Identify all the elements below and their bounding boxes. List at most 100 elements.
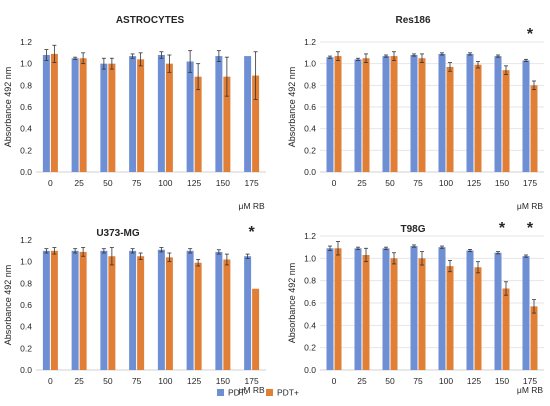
bar-pdt-50 [382, 248, 390, 370]
y-tick-label: 0.6 [20, 300, 32, 310]
bar-pdt-0 [50, 53, 58, 172]
x-tick-label: 50 [385, 376, 395, 386]
significance-star-175: * [527, 26, 534, 43]
y-tick-label: 1.0 [304, 59, 316, 69]
bar-pdt-50 [382, 56, 390, 173]
bar-pdt-125 [466, 53, 474, 172]
y-tick-label: 0.8 [304, 80, 316, 90]
bar-pdt-75 [137, 59, 145, 173]
legend: PDT- PDT+ [217, 388, 299, 398]
x-tick-label: 125 [187, 376, 201, 386]
y-tick-label: 0.6 [20, 102, 32, 112]
x-tick-label: 50 [103, 178, 113, 188]
y-tick-label: 0.2 [304, 343, 316, 353]
bar-pdt-100 [446, 266, 454, 370]
x-tick-label: 125 [187, 178, 201, 188]
bar-pdt-100 [157, 249, 165, 370]
bar-pdt-0 [326, 57, 334, 172]
y-axis-label: Absorbance 492 nm [3, 265, 13, 346]
y-tick-label: 0.2 [20, 343, 32, 353]
bar-pdt-125 [186, 250, 194, 370]
x-tick-label: 25 [74, 376, 84, 386]
bar-pdt-175 [530, 306, 538, 370]
y-tick-label: 0.8 [20, 278, 32, 288]
bar-pdt-50 [108, 256, 116, 370]
bar-pdt-25 [362, 254, 370, 370]
bar-pdt-125 [194, 262, 202, 370]
bar-pdt-0 [326, 248, 334, 370]
bar-pdt-175 [530, 85, 538, 172]
x-tick-label: 25 [74, 178, 84, 188]
panel-u373-mg: 0.0 0.2 0.4 0.6 0.8 1.0 1.2 0 25 50 75 100 125 150 175… [3, 224, 266, 395]
x-tick-label: 150 [216, 376, 230, 386]
y-tick-label: 0.0 [20, 365, 32, 375]
y-tick-label: 1.2 [304, 231, 316, 241]
bar-pdt-125 [186, 61, 194, 172]
bar-pdt-150 [494, 252, 502, 370]
bar-pdt-75 [129, 250, 137, 370]
y-tick-label: 0.0 [304, 167, 316, 177]
x-tick-label: 100 [439, 376, 453, 386]
bar-pdt-175 [252, 75, 260, 172]
bar-pdt-25 [71, 58, 79, 172]
y-tick-label: 0.6 [304, 102, 316, 112]
bar-pdt-25 [79, 58, 87, 172]
bar-pdt-75 [410, 55, 418, 172]
chart-title: U373-MG [96, 228, 140, 239]
bar-pdt-50 [390, 258, 398, 370]
bar-pdt-100 [157, 55, 165, 172]
x-tick-label: 100 [158, 376, 172, 386]
bar-pdt-150 [502, 70, 510, 172]
y-tick-label: 1.0 [20, 257, 32, 267]
bar-pdt-100 [165, 63, 173, 172]
bar-pdt-25 [71, 250, 79, 370]
y-tick-label: 0.4 [304, 124, 316, 134]
legend-label-pdt-minus: PDT- [228, 388, 248, 398]
bar-pdt-0 [50, 250, 58, 370]
bar-pdt-0 [334, 248, 342, 370]
y-tick-label: 0.8 [304, 276, 316, 286]
x-axis-label: μM RB [517, 385, 543, 395]
x-tick-label: 0 [48, 376, 53, 386]
legend-label-pdt-plus: PDT+ [277, 388, 299, 398]
x-tick-label: 150 [495, 178, 509, 188]
y-axis-label: Absorbance 492 nm [287, 263, 297, 344]
x-tick-label: 150 [495, 376, 509, 386]
y-tick-label: 0.6 [304, 298, 316, 308]
chart-panels: 0.0 0.2 0.4 0.6 0.8 1.0 1.2 0 25 50 75 100 125 150 175… [3, 15, 544, 395]
y-tick-label: 0.4 [304, 320, 316, 330]
bar-pdt-100 [438, 53, 446, 172]
bar-pdt-150 [215, 56, 223, 173]
x-tick-label: 0 [48, 178, 53, 188]
x-tick-label: 175 [245, 178, 259, 188]
bar-pdt-0 [42, 55, 50, 172]
bar-pdt-150 [494, 56, 502, 173]
bar-pdt-0 [42, 250, 50, 370]
bar-pdt-75 [410, 246, 418, 370]
x-tick-label: 75 [413, 376, 423, 386]
x-tick-label: 75 [413, 178, 423, 188]
bar-pdt-175 [522, 256, 530, 370]
bar-pdt-100 [446, 66, 454, 172]
bar-pdt-175 [522, 60, 530, 172]
panel-astrocytes: 0.0 0.2 0.4 0.6 0.8 1.0 1.2 0 25 50 75 100 125 150 175… [3, 15, 266, 211]
y-tick-label: 1.2 [20, 37, 32, 47]
x-tick-label: 100 [439, 178, 453, 188]
panel-res186: 0.0 0.2 0.4 0.6 0.8 1.0 1.2 0 25 50 75 100 125 150 175… [287, 15, 544, 211]
bar-pdt-50 [390, 56, 398, 173]
x-axis-label: μM RB [239, 201, 265, 211]
bar-pdt-150 [502, 288, 510, 370]
bar-pdt-175 [244, 256, 252, 370]
x-axis-label: μM RB [239, 385, 265, 395]
chart-title: ASTROCYTES [116, 15, 185, 26]
y-tick-label: 0.4 [20, 322, 32, 332]
significance-star-175: * [249, 224, 256, 241]
bar-pdt-75 [137, 256, 145, 370]
bar-pdt-25 [354, 59, 362, 173]
y-axis-label: Absorbance 492 nm [3, 67, 13, 148]
bar-pdt-150 [223, 259, 231, 370]
bar-pdt-150 [215, 251, 223, 370]
legend-swatch-pdt-plus [266, 389, 273, 396]
y-tick-label: 1.2 [304, 37, 316, 47]
